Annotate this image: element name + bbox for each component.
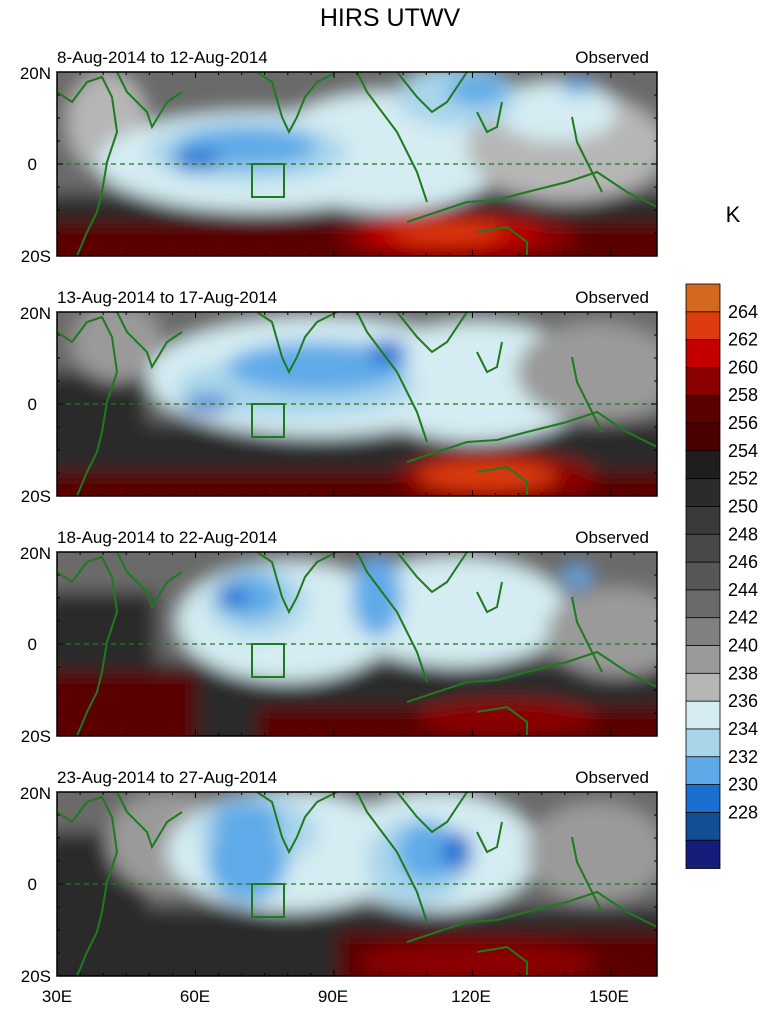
panel-period: 13-Aug-2014 to 17-Aug-2014: [57, 288, 277, 307]
panel-period: 18-Aug-2014 to 22-Aug-2014: [57, 528, 277, 547]
panel-tag: Observed: [575, 288, 649, 307]
colorbar-swatch: [685, 672, 721, 703]
svg-text:30E: 30E: [42, 987, 72, 1006]
svg-text:20S: 20S: [21, 967, 51, 986]
panel-period: 23-Aug-2014 to 27-Aug-2014: [57, 768, 277, 787]
colorbar-label: 240: [728, 636, 758, 656]
figure-title: HIRS UTWV: [320, 4, 461, 32]
colorbar: 264 262 260 258 256 254 252 250 248 246 244 242 240 2…: [685, 283, 758, 869]
svg-text:20S: 20S: [21, 727, 51, 746]
coastlines: [56, 791, 658, 977]
svg-text:20N: 20N: [20, 304, 51, 323]
panel-period: 8-Aug-2014 to 12-Aug-2014: [57, 48, 268, 67]
panel-tag: Observed: [575, 48, 649, 67]
colorbar-label: 234: [728, 719, 758, 739]
study-region-box: [251, 883, 285, 918]
colorbar-label: 252: [728, 469, 758, 489]
tick-marks: [56, 71, 658, 257]
lon-axis-labels: 30E 60E 90E 120E 150E: [42, 987, 629, 1006]
lat-axis-labels: 20N 0 20S: [20, 64, 51, 266]
colorbar-label: 262: [728, 330, 758, 350]
colorbar-swatch: [685, 784, 721, 814]
colorbar-label: 236: [728, 691, 758, 711]
colorbar-label: 260: [728, 357, 758, 377]
colorbar-swatch: [685, 450, 721, 480]
svg-text:0: 0: [28, 155, 37, 174]
colorbar-swatch: [685, 533, 721, 563]
colorbar-label: 256: [728, 413, 758, 433]
svg-text:20N: 20N: [20, 64, 51, 83]
panel-2: 13-Aug-2014 to 17-Aug-2014 Observed: [20, 288, 658, 506]
panel-3: 18-Aug-2014 to 22-Aug-2014 Observed: [20, 528, 658, 746]
coastlines: [56, 551, 658, 737]
lat-axis-labels: 20N 0 20S: [20, 544, 51, 746]
coastlines: [56, 311, 658, 497]
svg-text:120E: 120E: [451, 987, 491, 1006]
colorbar-swatch: [685, 589, 721, 619]
tick-marks: [56, 791, 658, 977]
svg-text:20N: 20N: [20, 544, 51, 563]
colorbar-label: 242: [728, 608, 758, 628]
colorbar-swatch: [685, 617, 721, 647]
colorbar-swatch: [685, 839, 721, 869]
colorbar-swatch: [685, 756, 721, 786]
tick-marks: [56, 551, 658, 737]
colorbar-swatch: [685, 394, 721, 424]
colorbar-swatch: [685, 311, 721, 341]
colorbar-label: 232: [728, 747, 758, 767]
colorbar-label: 258: [728, 385, 758, 405]
svg-text:20S: 20S: [21, 487, 51, 506]
colorbar-label: 254: [728, 441, 758, 461]
svg-text:90E: 90E: [318, 987, 348, 1006]
colorbar-swatch: [685, 367, 721, 397]
colorbar-swatch: [685, 506, 721, 536]
colorbar-swatch: [685, 811, 721, 842]
colorbar-label: 264: [728, 302, 758, 322]
svg-text:0: 0: [28, 395, 37, 414]
svg-text:0: 0: [28, 875, 37, 894]
colorbar-label: 246: [728, 552, 758, 572]
svg-text:150E: 150E: [589, 987, 629, 1006]
colorbar-swatch: [685, 478, 721, 508]
panel-tag: Observed: [575, 768, 649, 787]
colorbar-label: 250: [728, 496, 758, 516]
panel-tag: Observed: [575, 528, 649, 547]
study-region-box: [251, 643, 285, 678]
colorbar-swatch: [685, 728, 721, 758]
colorbar-label: 244: [728, 580, 758, 600]
study-region-box: [251, 403, 285, 438]
utwv-field: [57, 72, 657, 256]
colorbar-swatch: [685, 283, 721, 313]
colorbar-label: 238: [728, 663, 758, 683]
svg-text:0: 0: [28, 635, 37, 654]
colorbar-swatch: [685, 645, 721, 675]
svg-text:20N: 20N: [20, 784, 51, 803]
panel-4: 23-Aug-2014 to 27-Aug-2014 Observed: [20, 768, 658, 986]
colorbar-label: 230: [728, 775, 758, 795]
svg-text:60E: 60E: [180, 987, 210, 1006]
study-region-box: [251, 163, 285, 198]
colorbar-swatch: [685, 339, 721, 369]
colorbar-unit: K: [726, 202, 741, 227]
colorbar-label: 228: [728, 802, 758, 822]
lat-axis-labels: 20N 0 20S: [20, 784, 51, 986]
colorbar-swatch: [685, 700, 721, 730]
panel-1: 8-Aug-2014 to 12-Aug-2014 Observed: [20, 48, 658, 266]
tick-marks: [56, 311, 658, 497]
colorbar-swatch: [685, 422, 721, 452]
coastlines: [56, 71, 658, 257]
utwv-field: [57, 792, 657, 976]
colorbar-swatch: [685, 561, 721, 591]
utwv-field: [57, 312, 657, 496]
svg-text:20S: 20S: [21, 247, 51, 266]
colorbar-label: 248: [728, 524, 758, 544]
lat-axis-labels: 20N 0 20S: [20, 304, 51, 506]
